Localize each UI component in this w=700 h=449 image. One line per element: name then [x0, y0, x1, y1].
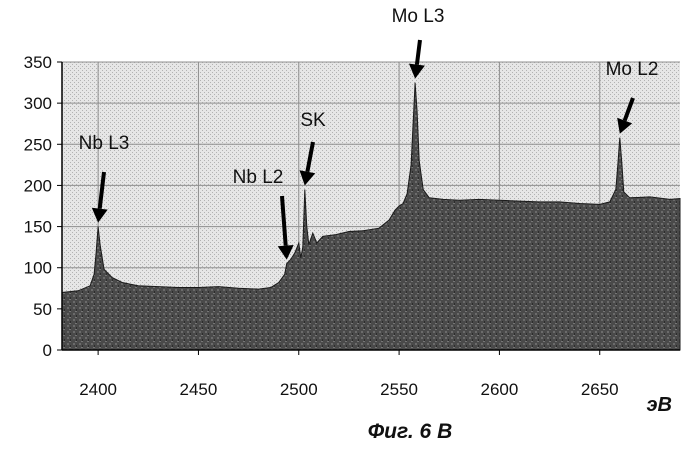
y-tick-label: 100	[24, 259, 52, 278]
spectrum-chart: 0 50 100 150 200 250 300 350 2400 2450 2500 2550 26…	[0, 0, 700, 449]
x-tick-label: 2600	[481, 380, 519, 399]
x-tick-label: 2500	[280, 380, 318, 399]
peak-arrow-shaft	[417, 40, 420, 65]
peak-label-text: Mo L2	[606, 59, 659, 80]
y-tick-label: 250	[24, 135, 52, 154]
peak-label-text: Mo L3	[392, 6, 445, 27]
x-tick-label: 2650	[581, 380, 619, 399]
x-axis-unit: эВ	[647, 394, 672, 416]
x-tick-label: 2550	[380, 380, 418, 399]
y-tick-label: 300	[24, 94, 52, 113]
y-tick-label: 50	[33, 300, 52, 319]
y-tick-label: 150	[24, 218, 52, 237]
figure-caption: Фиг. 6 В	[368, 420, 453, 443]
y-tick-label: 0	[43, 341, 52, 360]
y-tick-label: 200	[24, 176, 52, 195]
y-tick-label: 350	[24, 53, 52, 72]
x-axis: 2400 2450 2500 2550 2600 2650	[62, 350, 680, 399]
peak-label-text: Nb L3	[79, 133, 130, 154]
peak-label-text: SK	[300, 110, 326, 131]
y-axis: 0 50 100 150 200 250 300 350	[24, 53, 62, 360]
x-tick-label: 2400	[79, 380, 117, 399]
peak-label-text: Nb L2	[233, 167, 284, 188]
x-tick-label: 2450	[180, 380, 218, 399]
